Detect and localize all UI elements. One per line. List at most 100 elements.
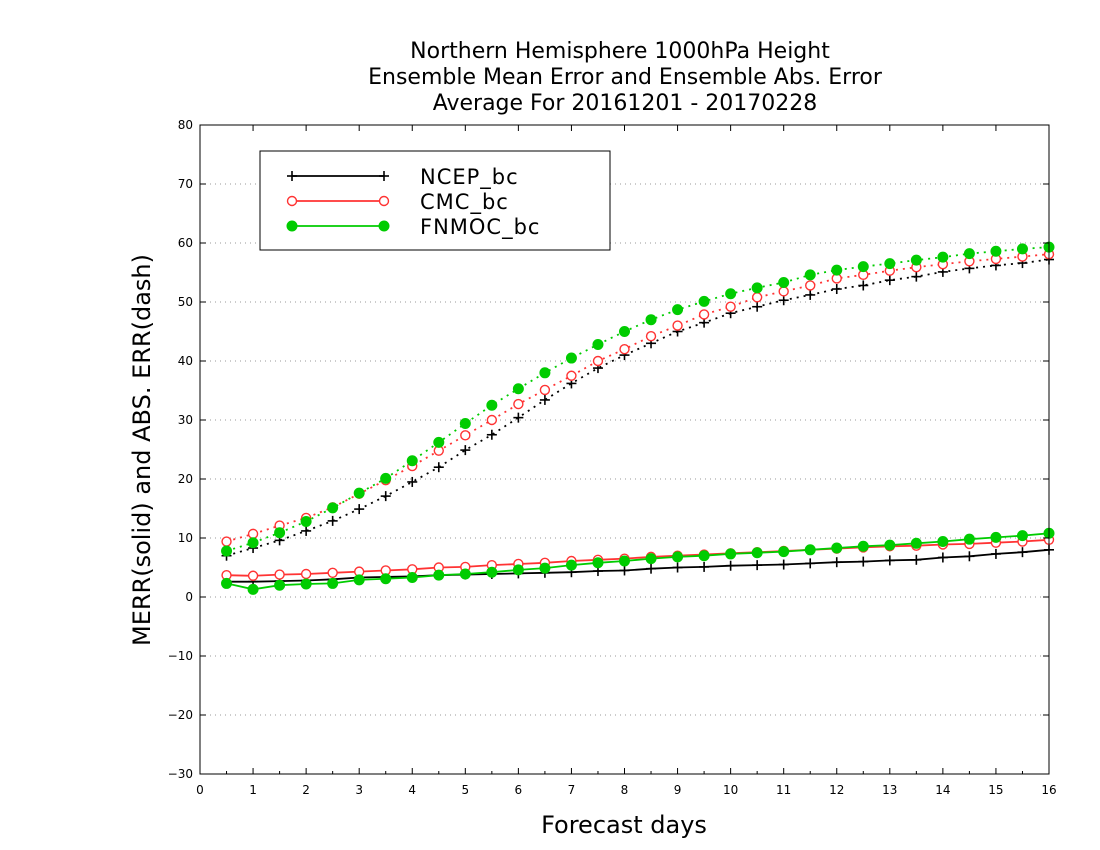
point-abs-err-fnmoc-bc <box>353 487 365 499</box>
x-tick-label: 4 <box>408 783 416 797</box>
legend-marker-fnmoc-bc <box>286 220 298 232</box>
y-tick-label: 10 <box>178 531 193 545</box>
point-merr-ncep-bc <box>619 565 630 576</box>
x-tick-label: 3 <box>355 783 363 797</box>
point-abs-err-cmc-bc <box>566 370 577 381</box>
legend-marker-cmc-bc <box>378 195 390 207</box>
point-abs-err-cmc-bc <box>672 320 683 331</box>
point-merr-ncep-bc <box>911 554 922 565</box>
point-merr-fnmoc-bc <box>353 574 365 586</box>
point-merr-fnmoc-bc <box>486 566 498 578</box>
point-abs-err-fnmoc-bc <box>910 254 922 266</box>
point-abs-err-cmc-bc <box>460 430 471 441</box>
point-abs-err-cmc-bc <box>698 309 710 320</box>
point-abs-err-fnmoc-bc <box>406 455 418 467</box>
point-abs-err-cmc-bc <box>221 536 232 547</box>
point-abs-err-fnmoc-bc <box>725 288 737 300</box>
x-tick-label: 1 <box>249 783 257 797</box>
x-tick-label: 2 <box>302 783 310 797</box>
point-merr-fnmoc-bc <box>433 569 445 581</box>
point-merr-fnmoc-bc <box>539 562 551 574</box>
point-abs-err-fnmoc-bc <box>778 277 790 289</box>
point-abs-err-ncep-bc <box>460 445 471 456</box>
point-abs-err-cmc-bc <box>247 528 259 540</box>
point-merr-ncep-bc <box>805 558 816 569</box>
point-abs-err-cmc-bc <box>592 355 604 367</box>
point-merr-ncep-bc <box>778 559 789 570</box>
point-merr-cmc-bc <box>300 568 312 580</box>
point-abs-err-fnmoc-bc <box>804 269 816 281</box>
point-abs-err-ncep-bc <box>752 301 763 312</box>
point-abs-err-fnmoc-bc <box>247 537 259 549</box>
point-merr-fnmoc-bc <box>1016 530 1028 542</box>
point-merr-fnmoc-bc <box>592 557 604 569</box>
x-tick-label: 6 <box>515 783 523 797</box>
gridlines <box>200 183 1049 716</box>
point-merr-fnmoc-bc <box>778 546 790 558</box>
point-abs-err-fnmoc-bc <box>990 245 1002 257</box>
legend-label-cmc: CMC_bc <box>420 190 509 215</box>
point-abs-err-fnmoc-bc <box>274 527 286 539</box>
y-tick-label: 60 <box>178 236 193 250</box>
y-tick-label: −30 <box>168 767 193 781</box>
y-tick-label: 40 <box>178 354 193 368</box>
point-abs-err-fnmoc-bc <box>300 515 312 527</box>
point-abs-err-ncep-bc <box>513 412 524 423</box>
point-merr-ncep-bc <box>964 551 975 562</box>
point-abs-err-fnmoc-bc <box>963 248 975 260</box>
point-merr-fnmoc-bc <box>804 544 816 556</box>
point-merr-fnmoc-bc <box>831 542 843 554</box>
x-tick-label: 0 <box>196 783 204 797</box>
x-axis-title: Forecast days <box>541 811 707 839</box>
point-merr-fnmoc-bc <box>221 577 233 589</box>
point-abs-err-fnmoc-bc <box>672 304 684 316</box>
x-tick-label: 5 <box>461 783 469 797</box>
point-merr-fnmoc-bc <box>406 572 418 584</box>
point-merr-fnmoc-bc <box>300 578 312 590</box>
point-abs-err-cmc-bc <box>539 384 551 396</box>
x-tick-label: 7 <box>568 783 576 797</box>
point-abs-err-cmc-bc <box>805 280 816 291</box>
point-abs-err-fnmoc-bc <box>221 545 233 557</box>
x-tick-label: 8 <box>621 783 629 797</box>
point-abs-err-ncep-bc <box>539 394 550 405</box>
point-abs-err-ncep-bc <box>805 289 816 300</box>
point-merr-ncep-bc <box>672 562 683 573</box>
legend-label-fnmoc: FNMOC_bc <box>420 215 540 240</box>
point-abs-err-fnmoc-bc <box>539 367 551 379</box>
point-merr-fnmoc-bc <box>459 568 471 580</box>
series-line-abs-err-ncep-bc <box>226 258 1050 557</box>
point-abs-err-ncep-bc <box>433 462 444 473</box>
point-abs-err-fnmoc-bc <box>937 251 949 263</box>
point-merr-cmc-bc <box>327 567 338 579</box>
point-abs-err-cmc-bc <box>645 331 657 342</box>
point-abs-err-ncep-bc <box>486 429 497 440</box>
point-merr-fnmoc-bc <box>565 559 577 571</box>
point-abs-err-fnmoc-bc <box>831 264 843 276</box>
series-line-merr-ncep-bc <box>226 548 1050 583</box>
chart-title-line-3: Average For 20161201 - 20170228 <box>433 91 818 116</box>
point-merr-cmc-bc <box>247 570 259 581</box>
x-tick-label: 9 <box>674 783 682 797</box>
point-merr-fnmoc-bc <box>857 540 869 552</box>
point-merr-fnmoc-bc <box>725 548 737 560</box>
point-merr-ncep-bc <box>725 560 736 571</box>
point-merr-ncep-bc <box>699 561 710 572</box>
point-abs-err-fnmoc-bc <box>645 314 657 326</box>
y-tick-label: 70 <box>178 177 193 191</box>
point-abs-err-ncep-bc <box>831 284 842 295</box>
point-merr-fnmoc-bc <box>698 550 710 562</box>
point-abs-err-cmc-bc <box>751 292 763 303</box>
point-abs-err-fnmoc-bc <box>857 261 869 273</box>
point-merr-ncep-bc <box>858 556 869 567</box>
point-merr-fnmoc-bc <box>884 539 896 551</box>
point-merr-ncep-bc <box>990 548 1001 559</box>
point-abs-err-fnmoc-bc <box>619 326 630 337</box>
point-abs-err-ncep-bc <box>380 491 391 502</box>
point-abs-err-fnmoc-bc <box>486 399 498 411</box>
x-tick-label: 10 <box>723 783 738 797</box>
point-merr-fnmoc-bc <box>672 551 684 563</box>
point-abs-err-ncep-bc <box>858 280 869 291</box>
